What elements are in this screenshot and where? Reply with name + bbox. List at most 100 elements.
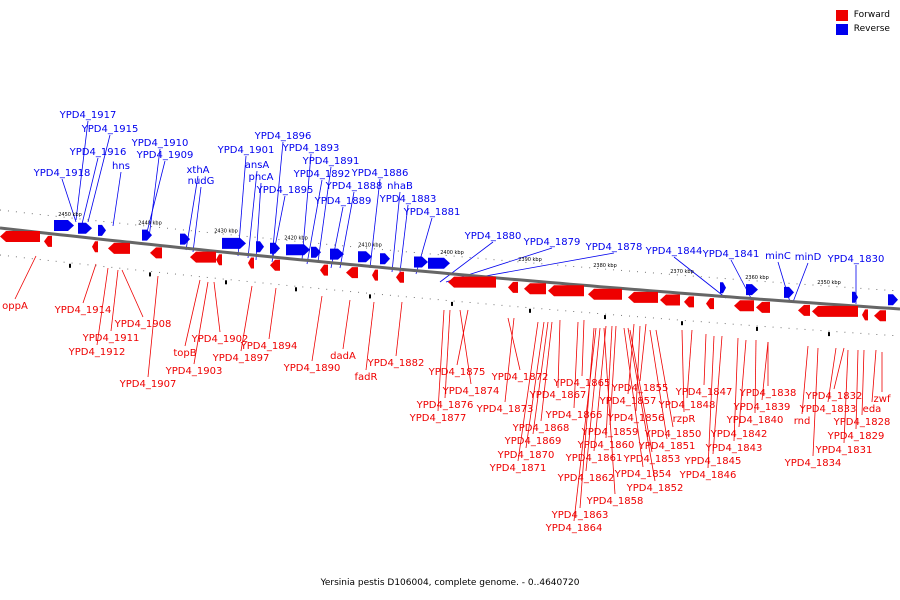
gene-label-fadr: fadR — [355, 372, 378, 383]
label-leader-line — [444, 309, 451, 399]
label-leader-line — [761, 341, 769, 401]
reverse-gene-arrow — [628, 291, 658, 303]
gene-label-ypd4-1840: YPD4_1840 — [726, 415, 784, 426]
gene-label-ypd4-1875: YPD4_1875 — [428, 367, 486, 378]
label-leader-line — [812, 347, 819, 457]
gene-label-ypd4-1914: YPD4_1914 — [54, 305, 112, 316]
gene-label-ypd4-1848: YPD4_1848 — [658, 400, 716, 411]
reverse-gene-arrow — [190, 251, 216, 263]
scale-tick — [451, 301, 453, 306]
reverse-gene-arrow — [660, 294, 680, 306]
gene-label-ypd4-1862: YPD4_1862 — [557, 473, 615, 484]
gene-label-ypd4-1882: YPD4_1882 — [367, 358, 425, 369]
gene-label-ypd4-1854: YPD4_1854 — [614, 469, 672, 480]
label-leader-line — [268, 287, 277, 340]
scale-tick — [69, 263, 71, 268]
gene-label-ypd4-1872: YPD4_1872 — [491, 372, 549, 383]
gene-label-ypd4-1841: YPD4_1841 — [702, 249, 760, 260]
label-leader-line — [833, 347, 845, 390]
gene-label-ypd4-1917: YPD4_1917 — [59, 110, 117, 121]
forward-gene-arrow — [78, 222, 92, 234]
scale-tick — [295, 287, 297, 292]
legend: Forward Reverse — [835, 8, 890, 36]
gene-label-ypd4-1915: YPD4_1915 — [81, 124, 139, 135]
forward-gene-arrow — [142, 229, 152, 241]
reverse-gene-arrow — [524, 283, 546, 295]
reverse-gene-arrow — [756, 301, 770, 313]
label-leader-line — [110, 269, 119, 332]
label-leader-line — [365, 301, 375, 371]
scale-tick — [756, 326, 758, 331]
legend-forward-label: Forward — [853, 10, 890, 20]
label-leader-line — [271, 141, 284, 259]
gene-label-ypd4-1859: YPD4_1859 — [581, 427, 639, 438]
label-leader-line — [703, 333, 707, 386]
label-leader-line — [707, 335, 715, 469]
gene-label-ypd4-1910: YPD4_1910 — [131, 138, 189, 149]
gene-label-ypd4-1874: YPD4_1874 — [442, 386, 500, 397]
label-leader-line — [439, 241, 494, 283]
forward-gene-arrow — [311, 246, 321, 258]
reverse-gene-arrow — [216, 254, 222, 266]
label-leader-line — [623, 327, 644, 468]
scale-label: 2370 kbp — [670, 269, 694, 275]
reverse-gene-arrow — [0, 231, 40, 242]
legend-forward: Forward — [835, 8, 890, 22]
label-leader-line — [792, 262, 809, 303]
gene-label-ypd4-1861: YPD4_1861 — [565, 453, 623, 464]
label-leader-line — [437, 309, 445, 412]
figure-caption: Yersinia pestis D106004, complete genome… — [320, 578, 580, 588]
label-leader-line — [579, 327, 595, 509]
gene-label-ypd4-1834: YPD4_1834 — [784, 458, 842, 469]
gene-label-pnca: pncA — [248, 172, 273, 183]
label-leader-line — [627, 323, 635, 395]
gene-label-ypd4-1912: YPD4_1912 — [68, 347, 126, 358]
gene-label-ypd4-1847: YPD4_1847 — [675, 387, 733, 398]
scale-label: 2440 kbp — [138, 220, 162, 226]
scale-label: 2350 kbp — [817, 280, 841, 286]
gene-label-ypd4-1902: YPD4_1902 — [191, 334, 249, 345]
label-leader-line — [573, 327, 597, 522]
gene-label-ypd4-1916: YPD4_1916 — [69, 147, 127, 158]
label-leader-line — [247, 170, 258, 259]
label-leader-line — [733, 337, 739, 442]
scale-tick — [225, 280, 227, 285]
gene-label-ypd4-1833: YPD4_1833 — [799, 404, 857, 415]
scale-tick — [604, 315, 606, 320]
scale-label: 2380 kbp — [593, 263, 617, 269]
gene-label-ypd4-1828: YPD4_1828 — [833, 417, 891, 428]
reverse-gene-arrow — [346, 267, 358, 279]
forward-gene-arrow — [746, 284, 758, 296]
label-leader-line — [121, 269, 144, 318]
forward-gene-arrow — [180, 233, 190, 245]
reverse-gene-arrow — [862, 309, 868, 321]
label-leader-line — [738, 339, 747, 428]
label-leader-line — [712, 335, 723, 455]
label-leader-line — [317, 166, 332, 263]
gene-label-ypd4-1909: YPD4_1909 — [136, 150, 194, 161]
gene-label-ypd4-1889: YPD4_1889 — [314, 196, 372, 207]
label-leader-line — [827, 347, 837, 403]
label-leader-line — [673, 256, 727, 299]
scale-label: 2420 kbp — [284, 235, 308, 241]
reverse-gene-arrow — [508, 281, 518, 293]
gene-label-ypd4-1908: YPD4_1908 — [114, 319, 172, 330]
gene-label-ypd4-1893: YPD4_1893 — [282, 143, 340, 154]
label-leader-line — [82, 263, 97, 304]
label-leader-line — [603, 327, 616, 495]
legend-reverse: Reverse — [835, 22, 890, 36]
scale-label: 2360 kbp — [745, 275, 769, 281]
gene-label-ypd4-1868: YPD4_1868 — [512, 423, 570, 434]
gene-label-ypd4-1907: YPD4_1907 — [119, 379, 177, 390]
label-leader-line — [399, 204, 409, 273]
label-leader-line — [301, 153, 312, 261]
label-leader-line — [585, 327, 601, 472]
gene-label-ypd4-1890: YPD4_1890 — [283, 363, 341, 374]
label-leader-line — [532, 321, 549, 435]
gene-label-ypd4-1871: YPD4_1871 — [489, 463, 547, 474]
label-leader-line — [581, 319, 585, 377]
scale-label: 2450 kbp — [58, 212, 82, 218]
forward-gene-arrow — [270, 242, 280, 254]
reverse-gene-arrow — [92, 241, 98, 253]
label-leader-line — [609, 325, 617, 426]
